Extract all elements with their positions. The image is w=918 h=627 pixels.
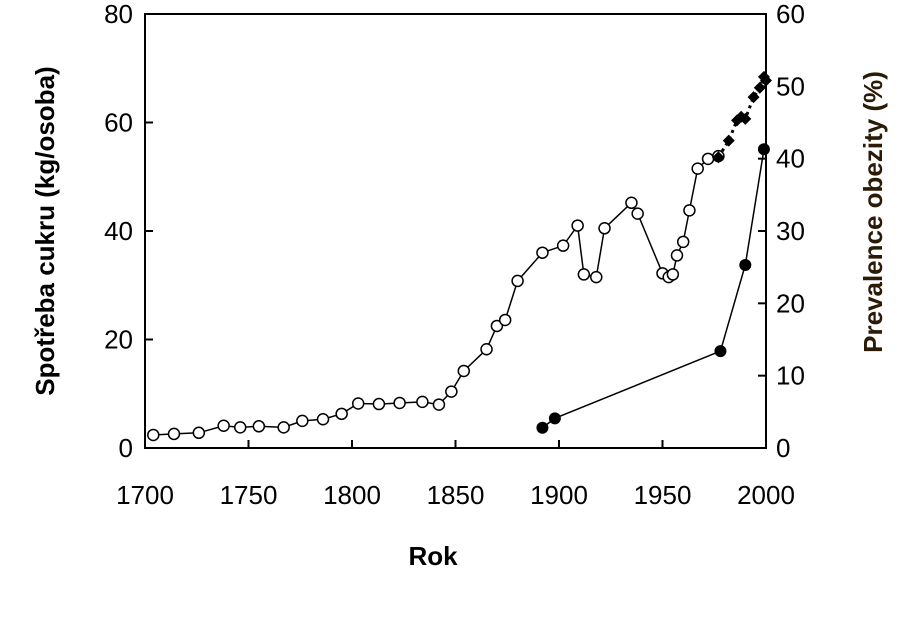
series-0-point xyxy=(670,249,684,262)
series-0-point xyxy=(393,396,406,410)
series-0-point xyxy=(691,162,704,175)
y2-tick-label: 60 xyxy=(776,0,805,29)
plot-frame xyxy=(144,13,767,449)
series-0-point xyxy=(571,219,584,232)
series-0-point xyxy=(147,428,160,442)
series-0-point xyxy=(192,426,206,440)
x-tick-label: 1850 xyxy=(427,480,485,510)
series-2-point xyxy=(714,345,727,358)
y-tick-label: 80 xyxy=(104,0,133,29)
y2-tick-label: 10 xyxy=(776,361,805,391)
series-2-point xyxy=(536,421,549,434)
series-0-point xyxy=(556,239,570,252)
y-tick-label: 0 xyxy=(119,433,133,463)
series-0-point xyxy=(666,268,680,281)
series-layer xyxy=(147,70,772,442)
series-0-point xyxy=(676,235,690,249)
series-0-point xyxy=(167,427,181,441)
series-0-point xyxy=(316,412,330,426)
series-2-point xyxy=(739,258,752,271)
y2-tick-label: 40 xyxy=(776,144,805,174)
series-0-point xyxy=(701,152,715,166)
y2-tick-label: 50 xyxy=(776,71,805,101)
series-2-point xyxy=(548,412,561,425)
series-0-point xyxy=(631,207,644,220)
y2-tick-label: 0 xyxy=(776,433,790,463)
series-1-point xyxy=(739,112,752,125)
axis-tick-labels: 1700 1750 1800 1850 1900 1950 2000 0 20 40 60 80 0 10… xyxy=(104,0,805,510)
series-1-point xyxy=(753,81,766,94)
series-0-point xyxy=(480,343,493,356)
series-0-point xyxy=(598,222,611,235)
series-0-point xyxy=(683,204,696,217)
series-0-point xyxy=(335,407,348,421)
y-axis-title: Spotřeba cukru (kg/osoba) xyxy=(30,66,60,395)
series-0-point xyxy=(625,196,638,210)
y2-axis-title: Prevalence obezity (%) xyxy=(858,71,888,353)
series-0-point xyxy=(511,274,524,288)
series-0-point xyxy=(457,364,471,378)
x-tick-label: 1900 xyxy=(530,480,588,510)
series-0-point xyxy=(351,397,365,410)
x-tick-label: 1950 xyxy=(634,480,692,510)
y-tick-label: 40 xyxy=(104,216,133,246)
x-tick-label: 1800 xyxy=(323,480,381,510)
series-0-point xyxy=(536,246,549,259)
series-0-point xyxy=(217,419,230,433)
series-0-point xyxy=(252,420,266,433)
y-tick-label: 60 xyxy=(104,108,133,138)
y-tick-label: 20 xyxy=(104,325,133,355)
series-2-line xyxy=(541,149,765,429)
x-tick-label: 2000 xyxy=(737,480,795,510)
x-axis-title: Rok xyxy=(408,541,458,571)
series-0-point xyxy=(416,395,429,409)
series-0-point xyxy=(296,414,309,428)
y2-tick-label: 20 xyxy=(776,288,805,318)
series-1-point xyxy=(712,151,725,164)
series-2-point xyxy=(757,143,770,156)
series-0-point xyxy=(432,398,446,411)
x-tick-label: 1700 xyxy=(116,480,174,510)
series-0-point xyxy=(590,270,603,284)
series-1-point xyxy=(760,74,772,87)
series-0-point xyxy=(498,313,512,327)
series-0-point xyxy=(445,385,458,398)
series-0-point xyxy=(490,319,504,333)
x-tick-label: 1750 xyxy=(220,480,278,510)
series-1-point xyxy=(722,134,735,147)
series-0-point xyxy=(233,421,247,434)
series-0-point xyxy=(277,421,290,434)
series-0-point xyxy=(577,268,591,281)
y2-tick-label: 30 xyxy=(776,216,805,246)
axis-ticks xyxy=(144,13,767,449)
series-1-point xyxy=(747,91,760,104)
series-0-point xyxy=(372,397,386,411)
